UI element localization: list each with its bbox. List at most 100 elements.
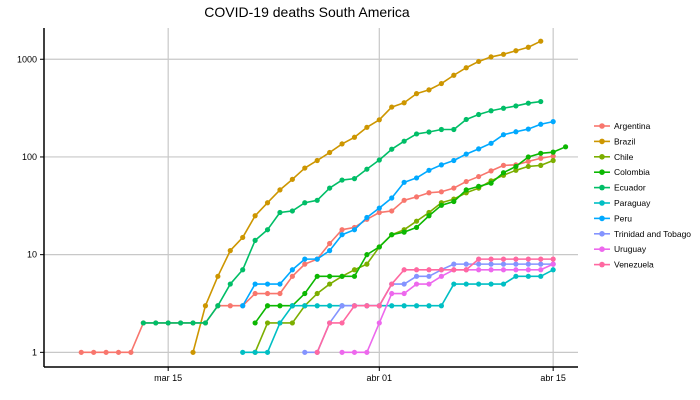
data-point-venezuela-15 <box>500 256 507 262</box>
data-point-paraguay-6 <box>314 303 320 309</box>
legend-label-argentina: Argentina <box>614 121 651 131</box>
data-point-paraguay-0 <box>240 349 246 355</box>
data-point-argentina-38 <box>550 153 556 159</box>
data-point-brazil-25 <box>500 51 507 57</box>
data-point-ecuador-27 <box>476 111 482 118</box>
data-point-chile-24 <box>550 157 556 164</box>
data-point-peru-25 <box>550 119 556 125</box>
data-point-ecuador-29 <box>500 105 507 111</box>
data-point-brazil-28 <box>538 38 544 44</box>
data-point-trinidad-and-tobago-13 <box>463 261 469 267</box>
data-point-peru-3 <box>277 281 283 287</box>
data-point-ecuador-9 <box>252 237 258 243</box>
data-point-peru-6 <box>314 256 320 262</box>
data-point-paraguay-7 <box>327 303 333 309</box>
data-point-ecuador-14 <box>314 197 320 203</box>
data-point-paraguay-13 <box>401 303 407 309</box>
data-point-paraguay-3 <box>277 320 283 326</box>
data-point-brazil-23 <box>476 58 482 65</box>
data-point-brazil-13 <box>351 134 358 140</box>
legend-item-venezuela: Venezuela <box>594 260 654 270</box>
data-point-colombia-9 <box>364 252 370 258</box>
data-point-colombia-1 <box>264 303 271 309</box>
data-point-paraguay-20 <box>488 281 494 287</box>
data-point-uruguay-11 <box>476 267 482 273</box>
data-point-argentina-1 <box>91 349 97 355</box>
legend-label-ecuador: Ecuador <box>614 183 646 193</box>
data-point-uruguay-1 <box>351 349 358 355</box>
legend-marker-colombia <box>599 169 605 175</box>
data-point-colombia-14 <box>426 213 432 219</box>
data-point-venezuela-18 <box>538 256 544 262</box>
data-point-venezuela-4 <box>364 303 370 309</box>
data-point-argentina-30 <box>451 185 457 191</box>
data-point-peru-16 <box>438 162 444 168</box>
y-tick-label-1: 10 <box>27 250 37 260</box>
data-point-ecuador-24 <box>438 126 444 133</box>
data-point-brazil-0 <box>190 349 196 355</box>
data-point-colombia-10 <box>376 244 382 250</box>
data-point-argentina-36 <box>525 158 531 165</box>
data-point-ecuador-15 <box>327 185 333 191</box>
data-point-peru-18 <box>463 151 469 157</box>
data-point-brazil-3 <box>227 248 233 254</box>
data-point-colombia-20 <box>500 170 507 176</box>
data-point-uruguay-7 <box>426 281 432 287</box>
data-point-ecuador-7 <box>227 281 233 287</box>
data-point-ecuador-16 <box>339 177 345 183</box>
data-point-argentina-24 <box>376 209 382 216</box>
legend-marker-chile <box>599 154 605 160</box>
data-point-venezuela-17 <box>525 256 531 262</box>
data-point-ecuador-6 <box>215 303 221 309</box>
legend: Argentina Brazil Chile Colombia Ecuador Parag… <box>594 121 691 270</box>
data-point-paraguay-25 <box>550 267 556 273</box>
data-point-chile-3 <box>289 320 295 326</box>
data-point-argentina-16 <box>277 290 283 297</box>
data-point-colombia-6 <box>327 273 333 279</box>
data-point-peru-0 <box>240 303 246 309</box>
data-point-colombia-12 <box>401 229 407 235</box>
legend-label-chile: Chile <box>614 152 634 162</box>
data-point-ecuador-23 <box>426 129 432 135</box>
data-point-brazil-18 <box>413 91 420 97</box>
data-point-uruguay-5 <box>401 290 407 297</box>
data-point-venezuela-11 <box>451 267 457 273</box>
data-point-argentina-31 <box>463 178 469 185</box>
series-brazil <box>190 38 544 355</box>
data-point-chile-21 <box>513 167 519 173</box>
data-point-argentina-33 <box>488 168 494 174</box>
data-point-chile-22 <box>525 163 531 170</box>
data-point-peru-8 <box>339 232 345 238</box>
data-point-ecuador-20 <box>389 146 395 152</box>
data-point-colombia-11 <box>389 232 395 238</box>
data-point-paraguay-17 <box>451 281 457 287</box>
data-point-brazil-8 <box>289 176 295 182</box>
series-colombia <box>252 144 569 326</box>
axes: mar 15 abr 01 abr 15 1 10 100 1000 <box>17 28 578 383</box>
data-point-paraguay-14 <box>413 303 420 309</box>
y-tick-label-0: 1 <box>32 347 37 357</box>
legend-marker-brazil <box>599 138 605 145</box>
legend-item-colombia: Colombia <box>594 167 650 177</box>
series-line-ecuador <box>143 100 541 324</box>
data-point-chile-13 <box>413 218 420 224</box>
data-point-ecuador-32 <box>538 98 544 105</box>
series-peru <box>240 119 556 309</box>
data-point-ecuador-10 <box>264 227 271 233</box>
data-point-chile-5 <box>314 290 320 297</box>
data-point-brazil-14 <box>364 124 370 130</box>
data-point-uruguay-12 <box>488 267 494 273</box>
data-point-colombia-8 <box>351 273 358 279</box>
data-point-ecuador-31 <box>525 100 531 106</box>
data-point-chile-1 <box>264 320 271 326</box>
legend-item-uruguay: Uruguay <box>594 244 647 254</box>
data-point-peru-15 <box>426 167 432 173</box>
data-point-argentina-17 <box>289 273 295 279</box>
series-line-chile <box>254 159 554 353</box>
legend-label-brazil: Brazil <box>614 136 635 146</box>
data-point-trinidad-and-tobago-18 <box>525 261 531 267</box>
data-point-paraguay-18 <box>463 281 469 287</box>
data-point-venezuela-1 <box>327 320 333 326</box>
data-point-peru-2 <box>264 281 271 287</box>
series-ecuador <box>140 98 544 326</box>
